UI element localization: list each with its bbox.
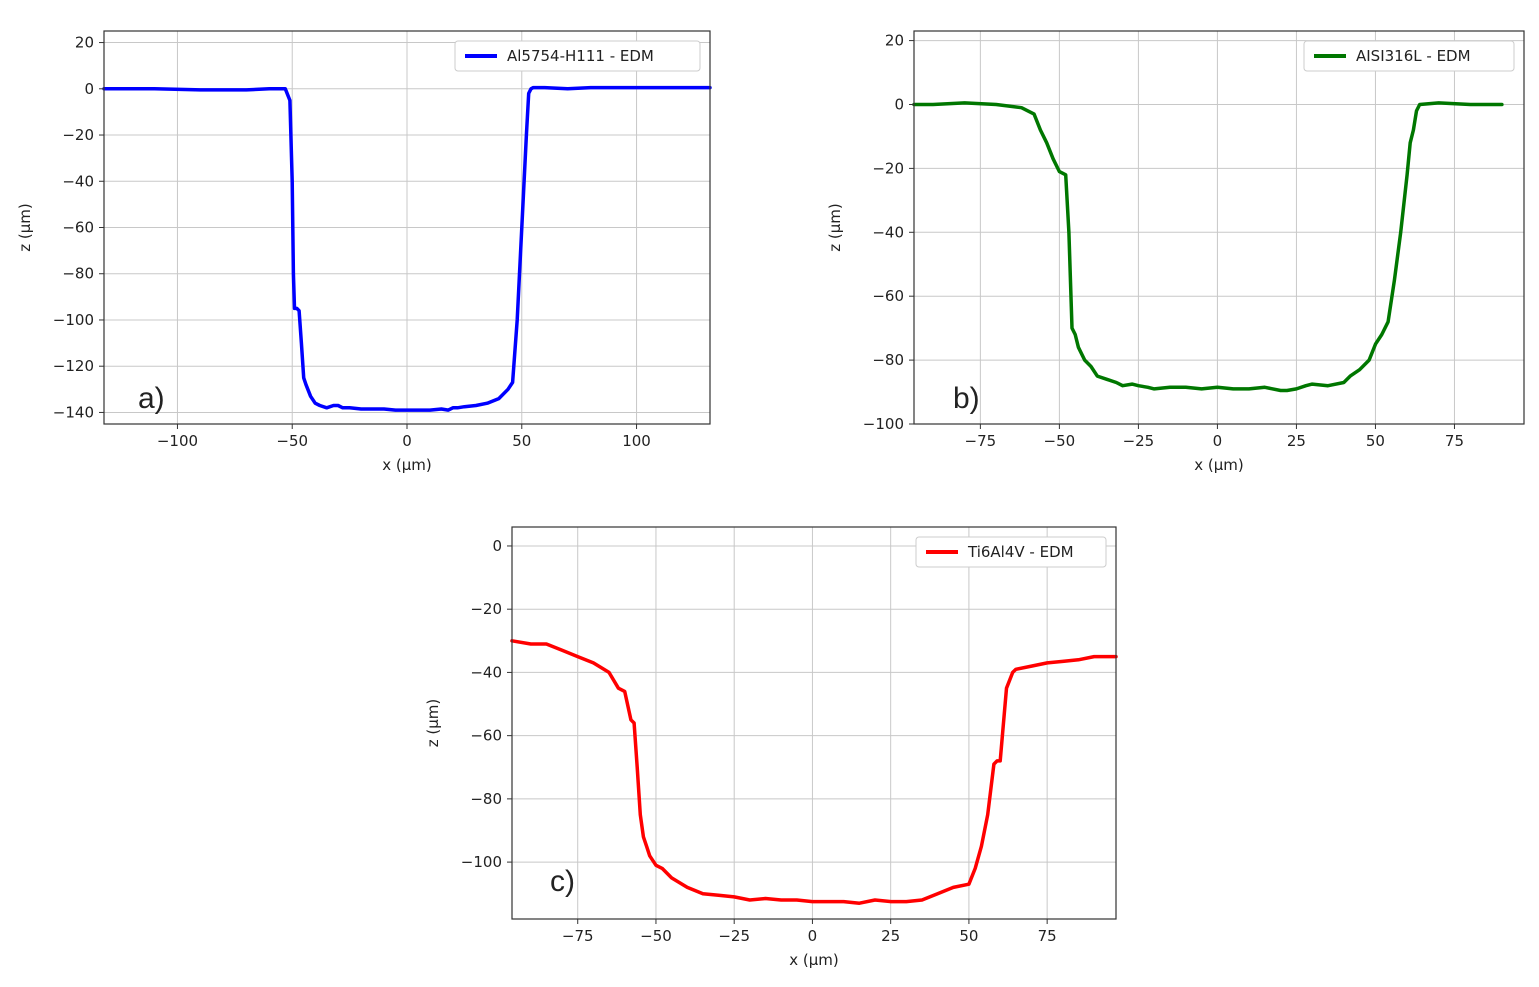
x-tick-label: 75 (1445, 432, 1464, 450)
x-tick-label: 50 (512, 432, 531, 450)
y-tick-label: −60 (872, 287, 904, 305)
x-tick-label: 50 (959, 927, 978, 945)
y-tick-label: 0 (84, 80, 94, 98)
y-axis-label: z (µm) (424, 699, 442, 748)
y-tick-label: −40 (872, 223, 904, 241)
y-tick-label: −100 (461, 853, 502, 871)
legend-box (915, 536, 1107, 568)
plot-area (512, 527, 1116, 919)
legend-box (1303, 40, 1515, 72)
y-tick-label: −20 (62, 126, 94, 144)
x-tick-label: −25 (718, 927, 750, 945)
x-tick-label: −75 (965, 432, 997, 450)
x-tick-label: 100 (622, 432, 651, 450)
plot-frame (511, 526, 1117, 920)
y-tick-label: −60 (470, 727, 502, 745)
y-tick-label: −60 (62, 219, 94, 237)
series-line (912, 101, 1504, 393)
panel-label: b) (953, 382, 980, 415)
x-axis-label: x (µm) (1194, 456, 1244, 474)
y-axis-label: z (µm) (16, 203, 34, 252)
plot-area (914, 31, 1524, 424)
legend-box (454, 40, 701, 72)
y-tick-label: −20 (872, 159, 904, 177)
y-tick-label: 20 (75, 34, 94, 52)
series-line (102, 85, 712, 412)
chart-panel-1: −100 −50 0 50 100 20 0 −20 −40 −60 −80 −100 −120 −140… (16, 30, 712, 474)
x-tick-label: −100 (157, 432, 198, 450)
chart-panel-2: −75 −50 −25 0 25 50 75 20 0 −20 −40 −60 −80 −100 x (µm… (826, 30, 1525, 474)
y-tick-label: −140 (53, 403, 94, 421)
x-tick-label: −50 (276, 432, 308, 450)
series-line (510, 639, 1118, 905)
x-tick-label: −75 (562, 927, 594, 945)
x-tick-label: 0 (1213, 432, 1223, 450)
panel-label: a) (138, 382, 165, 415)
y-tick-label: −120 (53, 357, 94, 375)
panel-label: c) (550, 865, 575, 898)
x-axis-label: x (µm) (789, 951, 839, 969)
legend-label: Al5754-H111 - EDM (507, 47, 654, 65)
y-tick-label: −80 (470, 790, 502, 808)
chart-panel-3: −75 −50 −25 0 25 50 75 0 −20 −40 −60 −80 −100 x (µm) z… (424, 526, 1118, 969)
x-tick-label: 0 (402, 432, 412, 450)
y-tick-label: −80 (872, 351, 904, 369)
x-tick-label: 50 (1366, 432, 1385, 450)
x-tick-label: 0 (808, 927, 818, 945)
x-tick-label: −50 (640, 927, 672, 945)
y-axis-label: z (µm) (826, 203, 844, 252)
y-tick-label: −80 (62, 265, 94, 283)
x-tick-label: −50 (1044, 432, 1076, 450)
y-tick-label: −40 (62, 172, 94, 190)
plot-frame (913, 30, 1525, 425)
x-tick-label: 75 (1038, 927, 1057, 945)
legend-label: AISI316L - EDM (1356, 47, 1471, 65)
y-tick-label: −100 (863, 415, 904, 433)
x-axis-label: x (µm) (382, 456, 432, 474)
y-tick-label: −40 (470, 663, 502, 681)
y-tick-label: 20 (885, 32, 904, 50)
y-tick-label: −100 (53, 311, 94, 329)
x-tick-label: −25 (1123, 432, 1155, 450)
legend-label: Ti6Al4V - EDM (967, 543, 1074, 561)
y-tick-label: −20 (470, 600, 502, 618)
y-tick-label: 0 (492, 537, 502, 555)
x-tick-label: 25 (881, 927, 900, 945)
x-tick-label: 25 (1287, 432, 1306, 450)
y-tick-label: 0 (894, 95, 904, 113)
